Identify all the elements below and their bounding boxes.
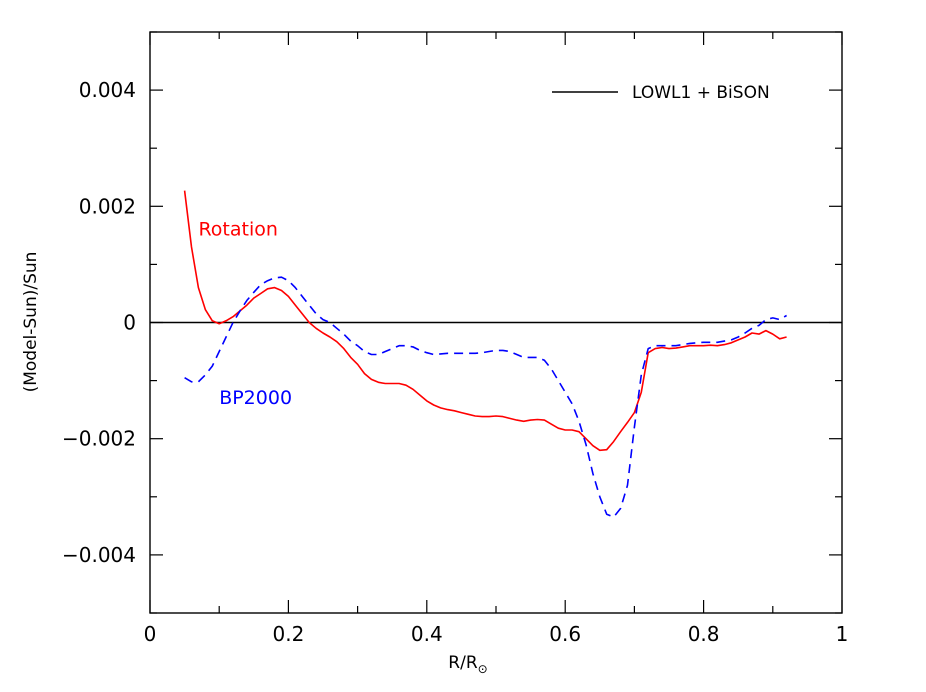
x-tick-label: 0: [144, 622, 157, 646]
x-tick-label: 0.6: [549, 622, 581, 646]
y-axis-title: (Model-Sun)/Sun: [21, 252, 41, 393]
axis-ticks: [149, 31, 843, 614]
annotation-rotation: Rotation: [198, 218, 277, 240]
x-axis-title: R/R⊙: [448, 653, 487, 676]
x-tick-label: 0.8: [688, 622, 720, 646]
legend: LOWL1 + BiSON: [552, 83, 770, 103]
y-tick-label: 0.004: [79, 78, 136, 102]
x-tick-label: 0.4: [411, 622, 443, 646]
series-group: [183, 190, 788, 518]
y-tick-label: −0.002: [62, 427, 136, 451]
y-tick-label: −0.004: [62, 543, 136, 567]
x-tick-label: 1: [836, 622, 849, 646]
y-tick-labels: 0.004 0.002 0 −0.002 −0.004: [62, 78, 136, 567]
series-line-rotation: [183, 190, 787, 452]
legend-label-lowl1-bison: LOWL1 + BiSON: [632, 83, 770, 103]
x-tick-label: 0.2: [272, 622, 304, 646]
y-tick-label: 0.002: [79, 194, 136, 218]
annotation-bp2000: BP2000: [219, 387, 292, 409]
x-tick-labels: 0 0.2 0.4 0.6 0.8 1: [144, 622, 849, 646]
y-tick-label: 0: [123, 311, 136, 335]
series-line-bp2000: [184, 276, 788, 518]
